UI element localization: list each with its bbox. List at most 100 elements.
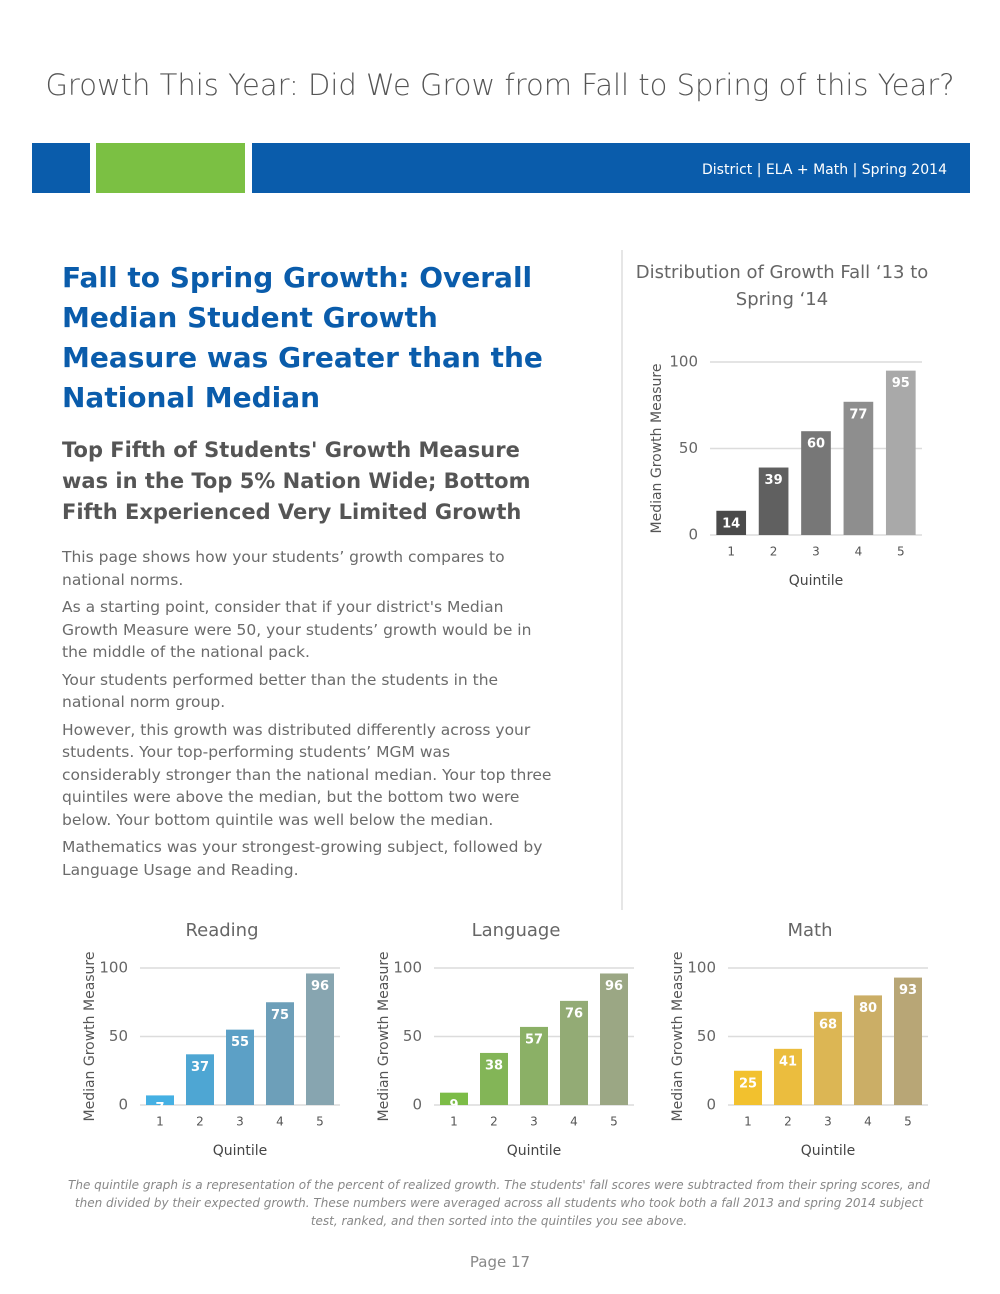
x-tick-label: 3 xyxy=(824,1115,832,1129)
bar xyxy=(843,401,874,535)
value-label: 76 xyxy=(565,1006,583,1021)
bar xyxy=(758,467,789,535)
bar xyxy=(734,1070,762,1105)
value-label: 7 xyxy=(155,1101,164,1116)
x-tick-label: 1 xyxy=(744,1115,752,1129)
y-tick-label: 50 xyxy=(679,439,698,457)
value-label: 60 xyxy=(807,437,825,452)
value-label: 41 xyxy=(779,1054,797,1069)
paragraph: However, this growth was distributed dif… xyxy=(62,720,552,829)
value-label: 9 xyxy=(449,1098,458,1113)
banner-accent xyxy=(96,143,245,193)
bar xyxy=(186,1054,214,1105)
subheading: Top Fifth of Students' Growth Measure wa… xyxy=(62,438,531,524)
y-tick-label: 50 xyxy=(403,1027,422,1045)
y-tick-label: 0 xyxy=(706,1096,716,1114)
x-axis-label: Quintile xyxy=(789,573,844,589)
x-tick-label: 5 xyxy=(316,1115,324,1129)
value-label: 55 xyxy=(231,1035,249,1050)
paragraph: This page shows how your students’ growt… xyxy=(62,548,505,589)
x-tick-label: 2 xyxy=(490,1115,498,1129)
heading: Fall to Spring Growth: Overall Median St… xyxy=(62,261,543,414)
x-tick-label: 5 xyxy=(904,1115,912,1129)
page-number: Page 17 xyxy=(469,1253,531,1271)
bar xyxy=(306,973,334,1105)
x-tick-label: 3 xyxy=(812,545,820,559)
x-tick-label: 3 xyxy=(530,1115,538,1129)
x-tick-label: 4 xyxy=(570,1115,578,1129)
bar xyxy=(814,1011,842,1105)
x-axis-label: Quintile xyxy=(507,1143,562,1159)
footnote: The quintile graph is a representation o… xyxy=(68,1178,930,1228)
chart-title: Reading xyxy=(185,920,259,941)
chart-title: Math xyxy=(787,920,833,941)
y-tick-label: 100 xyxy=(669,353,698,371)
bar xyxy=(226,1029,254,1105)
x-tick-label: 4 xyxy=(276,1115,284,1129)
bar xyxy=(774,1048,802,1105)
value-label: 75 xyxy=(271,1008,289,1023)
value-label: 77 xyxy=(849,407,867,422)
value-label: 37 xyxy=(191,1060,209,1075)
bar xyxy=(440,1092,468,1105)
value-label: 93 xyxy=(899,983,917,998)
value-label: 80 xyxy=(859,1001,877,1016)
x-tick-label: 1 xyxy=(727,545,735,559)
x-tick-label: 5 xyxy=(610,1115,618,1129)
chart-title: Distribution of Growth Fall ‘13 to Sprin… xyxy=(635,262,929,310)
bar xyxy=(600,973,628,1105)
y-tick-label: 100 xyxy=(687,959,716,977)
bar xyxy=(894,977,922,1105)
bar xyxy=(480,1052,508,1105)
x-tick-label: 3 xyxy=(236,1115,244,1129)
paragraph: Your students performed better than the … xyxy=(62,670,499,712)
x-tick-label: 4 xyxy=(855,545,863,559)
bar xyxy=(801,431,831,535)
value-label: 38 xyxy=(485,1058,503,1073)
bar xyxy=(854,995,882,1105)
value-label: 68 xyxy=(819,1017,837,1032)
x-tick-label: 2 xyxy=(770,545,778,559)
value-label: 95 xyxy=(892,376,910,391)
x-axis-label: Quintile xyxy=(213,1143,268,1159)
value-label: 96 xyxy=(605,979,623,994)
bar xyxy=(266,1002,294,1105)
paragraph: Mathematics was your strongest-growing s… xyxy=(62,838,543,879)
x-axis-label: Quintile xyxy=(801,1143,856,1159)
value-label: 57 xyxy=(525,1032,543,1047)
x-tick-label: 1 xyxy=(156,1115,164,1129)
y-axis-label: Median Growth Measure xyxy=(649,364,665,534)
bar xyxy=(560,1000,588,1105)
banner-text: District | ELA + Math | Spring 2014 xyxy=(702,162,947,178)
y-axis-label: Median Growth Measure xyxy=(670,952,686,1122)
chart-title: Language xyxy=(471,920,561,941)
paragraph: As a starting point, consider that if yo… xyxy=(62,598,532,661)
value-label: 39 xyxy=(765,473,783,488)
divider xyxy=(621,250,623,910)
y-tick-label: 50 xyxy=(109,1027,128,1045)
y-tick-label: 0 xyxy=(412,1096,422,1114)
y-tick-label: 50 xyxy=(697,1027,716,1045)
x-tick-label: 5 xyxy=(897,545,905,559)
bar xyxy=(716,510,747,535)
y-tick-label: 0 xyxy=(118,1096,128,1114)
page-title: Growth This Year: Did We Grow from Fall … xyxy=(45,68,955,102)
value-label: 25 xyxy=(739,1076,757,1091)
body-text: This page shows how your students’ growt… xyxy=(62,546,552,886)
value-label: 96 xyxy=(311,979,329,994)
x-tick-label: 4 xyxy=(864,1115,872,1129)
bar xyxy=(520,1026,548,1105)
y-tick-label: 100 xyxy=(99,959,128,977)
x-tick-label: 2 xyxy=(196,1115,204,1129)
value-label: 14 xyxy=(722,516,740,531)
x-tick-label: 2 xyxy=(784,1115,792,1129)
y-tick-label: 0 xyxy=(688,526,698,544)
bar xyxy=(885,370,916,535)
y-axis-label: Median Growth Measure xyxy=(376,952,392,1122)
x-tick-label: 1 xyxy=(450,1115,458,1129)
y-tick-label: 100 xyxy=(393,959,422,977)
bar xyxy=(146,1095,174,1105)
y-axis-label: Median Growth Measure xyxy=(82,952,98,1122)
